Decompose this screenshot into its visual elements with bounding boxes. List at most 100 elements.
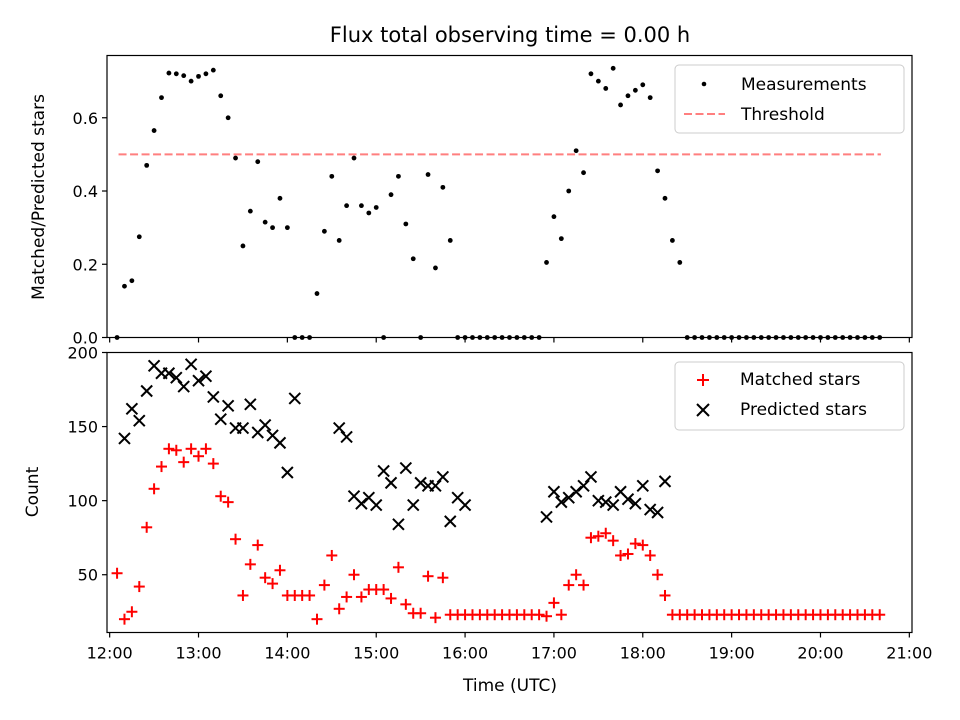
y-tick-label: 0.0	[73, 329, 98, 348]
predicted-star-point	[399, 461, 413, 475]
y-axis-label-ratio: Matched/Predicted stars	[29, 94, 49, 300]
measurement-point	[373, 205, 379, 210]
measurement-point	[440, 184, 446, 190]
matched-star-point	[222, 496, 234, 508]
measurement-point	[122, 283, 127, 289]
measurement-point	[196, 73, 201, 79]
measurement-point	[188, 78, 194, 84]
measurement-point	[581, 170, 586, 176]
y-axis-label-count: Count	[23, 466, 43, 517]
predicted-star-point	[606, 498, 620, 512]
measurement-point	[425, 172, 431, 177]
matched-star-point	[318, 579, 330, 591]
predicted-star-point	[658, 475, 672, 488]
measurement-point	[255, 159, 261, 165]
predicted-star-point	[340, 430, 353, 444]
measurement-point	[662, 195, 668, 201]
measurement-point	[329, 173, 335, 179]
matched-star-point	[126, 606, 138, 618]
legend-top: Measurements Threshold	[674, 64, 905, 134]
x-tick-label: 13:00	[175, 644, 221, 663]
matched-star-point	[415, 607, 427, 619]
matched-star-point	[378, 584, 390, 596]
measurement-point	[173, 71, 179, 77]
y-tick-label: 0.4	[73, 182, 98, 201]
matched-star-point	[570, 569, 582, 581]
measurement-point	[314, 291, 320, 296]
measurement-point	[544, 260, 549, 265]
matched-star-point	[163, 443, 175, 455]
legend-label-threshold: Threshold	[740, 105, 825, 125]
matched-star-point	[555, 609, 567, 621]
matched-star-point	[178, 456, 190, 468]
measurement-point	[558, 236, 564, 242]
matched-star-point	[563, 579, 575, 591]
predicted-star-point	[429, 479, 442, 493]
matched-star-point	[230, 533, 242, 545]
legend-label-predicted: Predicted stars	[740, 400, 867, 420]
predicted-star-point	[133, 414, 146, 427]
predicted-star-point	[651, 506, 664, 519]
matched-star-point	[326, 549, 338, 561]
legend-bottom: Matched stars Predicted stars	[674, 361, 905, 431]
matched-star-point	[600, 527, 612, 539]
matched-star-point	[267, 578, 279, 590]
predicted-star-point	[273, 436, 287, 450]
measurement-point	[270, 225, 275, 231]
measurement-point	[159, 95, 164, 101]
predicted-star-point	[569, 485, 583, 498]
predicted-star-point	[384, 476, 398, 490]
legend-marker-measurements	[701, 81, 707, 87]
matched-star-point	[111, 567, 123, 579]
measurement-point	[181, 73, 187, 79]
matched-star-point	[215, 490, 227, 502]
plot-area-bottom	[111, 358, 886, 625]
matched-star-point	[155, 461, 167, 473]
predicted-star-point	[643, 503, 657, 516]
measurement-point	[588, 71, 594, 77]
predicted-star-point	[377, 464, 390, 478]
measurement-point	[359, 203, 364, 209]
measurement-point	[647, 95, 653, 101]
matched-star-point	[533, 609, 545, 621]
measurement-point	[433, 265, 438, 271]
y-tick-label: 100	[67, 492, 98, 511]
predicted-star-point	[370, 498, 383, 512]
predicted-star-point	[162, 367, 176, 380]
matched-star-point	[185, 443, 197, 455]
predicted-star-point	[436, 470, 450, 484]
predicted-star-point	[629, 497, 642, 510]
matched-star-point	[548, 597, 560, 609]
matched-star-point	[652, 569, 664, 581]
matched-star-point	[333, 603, 345, 615]
measurement-point	[136, 234, 142, 240]
predicted-star-point	[170, 371, 183, 384]
matched-star-point	[133, 581, 145, 593]
matched-star-point	[874, 609, 886, 621]
matched-star-point	[274, 564, 286, 576]
matched-star-point	[400, 598, 412, 610]
predicted-star-point	[177, 380, 190, 393]
measurement-point	[344, 203, 350, 209]
x-tick-label: 14:00	[264, 644, 310, 663]
legend-box-top	[674, 64, 905, 134]
measurement-point	[677, 260, 683, 265]
predicted-star-point	[236, 421, 250, 435]
measurement-point	[447, 238, 453, 243]
matched-star-point	[355, 591, 367, 603]
measurement-point	[410, 256, 416, 262]
matched-star-point	[200, 443, 212, 455]
matched-star-point	[422, 570, 434, 582]
matched-star-point	[429, 612, 441, 624]
measurement-point	[610, 65, 616, 71]
measurement-point	[551, 214, 557, 220]
measurement-point	[403, 221, 409, 227]
predicted-star-point	[118, 432, 131, 445]
y-tick-label: 0.6	[73, 109, 98, 128]
legend-box-bottom	[674, 361, 905, 431]
measurement-point	[573, 148, 579, 154]
matched-star-point	[304, 589, 316, 601]
matched-star-point	[311, 613, 323, 625]
legend-marker-predicted	[696, 403, 710, 417]
measurement-point	[632, 87, 638, 93]
